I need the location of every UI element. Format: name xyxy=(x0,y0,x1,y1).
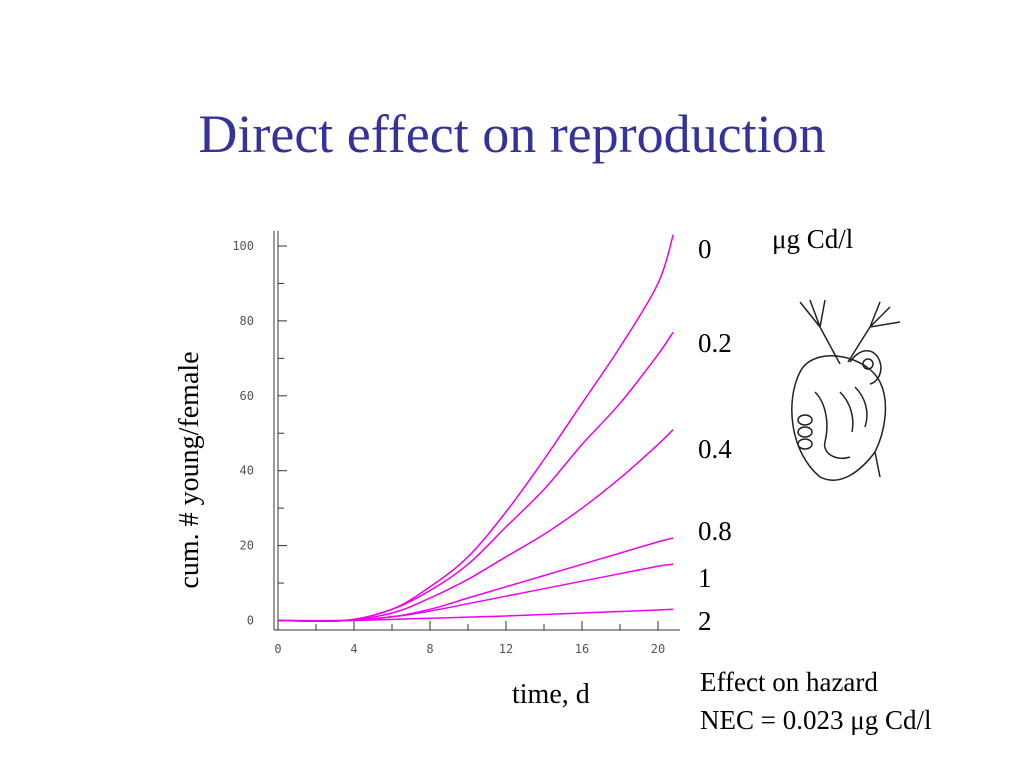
y-tick-label-0: 0 xyxy=(247,614,254,628)
hazard-note-line1: Effect on hazard xyxy=(700,667,878,697)
series-line-2 xyxy=(277,608,674,622)
y-tick-label-60: 60 xyxy=(240,389,254,403)
series-line-0.2 xyxy=(277,331,674,623)
chart-series-lines xyxy=(277,234,674,623)
series-label-1: 1 xyxy=(698,563,712,593)
x-tick-label-20: 20 xyxy=(651,642,665,656)
series-label-0: 0 xyxy=(698,234,712,264)
x-tick-label-12: 12 xyxy=(499,642,513,656)
units-label: μg Cd/l xyxy=(772,224,854,254)
slide-title: Direct effect on reproduction xyxy=(198,104,826,164)
x-tick-label-8: 8 xyxy=(426,642,433,656)
hazard-note-line2: NEC = 0.023 μg Cd/l xyxy=(700,705,932,735)
y-tick-label-40: 40 xyxy=(240,464,254,478)
x-tick-label-0: 0 xyxy=(274,642,281,656)
x-tick-label-16: 16 xyxy=(575,642,589,656)
series-label-2: 2 xyxy=(698,606,712,636)
series-line-0.8 xyxy=(277,537,674,622)
x-axis-label: time, d xyxy=(512,679,590,710)
y-tick-label-20: 20 xyxy=(240,539,254,553)
daphnia-illustration xyxy=(791,299,901,481)
y-tick-label-100: 100 xyxy=(232,239,254,253)
x-tick-label-4: 4 xyxy=(350,642,357,656)
y-tick-label-80: 80 xyxy=(240,314,254,328)
series-line-0 xyxy=(277,234,674,623)
series-line-1 xyxy=(277,563,674,622)
series-line-0.4 xyxy=(277,428,674,622)
chart-axes: 0 20 40 60 80 100 0 4 8 12 16 20 xyxy=(232,231,680,656)
series-label-0.2: 0.2 xyxy=(698,328,732,358)
series-label-0.8: 0.8 xyxy=(698,516,732,546)
series-label-0.4: 0.4 xyxy=(698,434,732,464)
